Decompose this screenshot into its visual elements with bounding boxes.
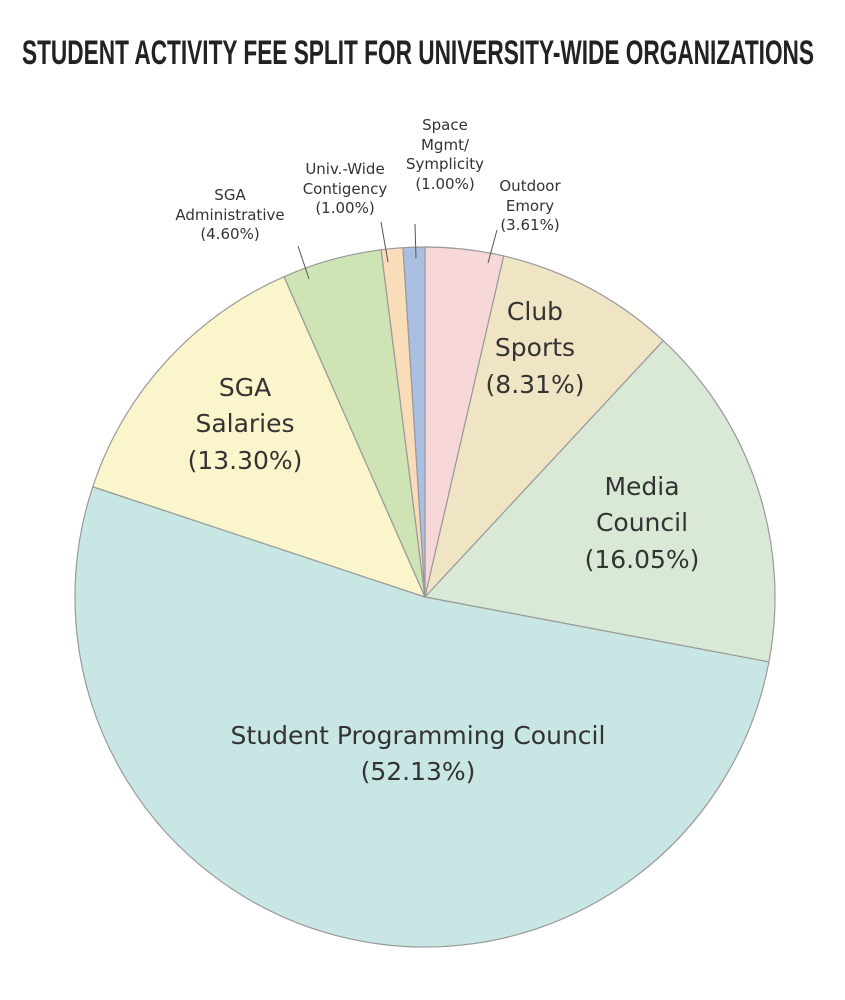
- slice-value-label: (52.13%): [360, 757, 476, 786]
- slice-value-label: (3.61%): [500, 216, 560, 234]
- leader-line: [380, 221, 389, 263]
- leader-line: [414, 223, 417, 259]
- slice-value-label: (13.30%): [187, 446, 303, 475]
- leader-line: [487, 229, 498, 264]
- slice-label: Outdoor Emory: [499, 177, 561, 215]
- slice-label: Univ.-Wide Contigency: [302, 160, 388, 198]
- pie-slice: [92, 275, 427, 598]
- slice-label: Media Council: [595, 472, 689, 538]
- slice-label: Space Mgmt/ Symplicity: [405, 116, 485, 173]
- pie-slice: [423, 339, 776, 663]
- slice-value-label: (1.00%): [315, 199, 375, 217]
- pie-slice: [423, 255, 665, 600]
- slice-label: SGA Salaries: [195, 373, 295, 439]
- slice-label: Student Programming Council: [230, 721, 606, 750]
- slice-value-label: (4.60%): [200, 225, 260, 243]
- chart-title: STUDENT ACTIVITY FEE SPLIT FOR UNIVERSIT…: [22, 34, 814, 72]
- leader-line: [297, 245, 310, 280]
- slice-value-label: (8.31%): [485, 370, 585, 399]
- slice-label: SGA Administrative: [175, 186, 285, 224]
- pie-slice: [74, 485, 770, 948]
- slice-value-label: (1.00%): [415, 175, 475, 193]
- slice-label: Club Sports: [494, 297, 576, 363]
- pie-slice: [402, 246, 426, 598]
- slice-value-label: (16.05%): [584, 545, 700, 574]
